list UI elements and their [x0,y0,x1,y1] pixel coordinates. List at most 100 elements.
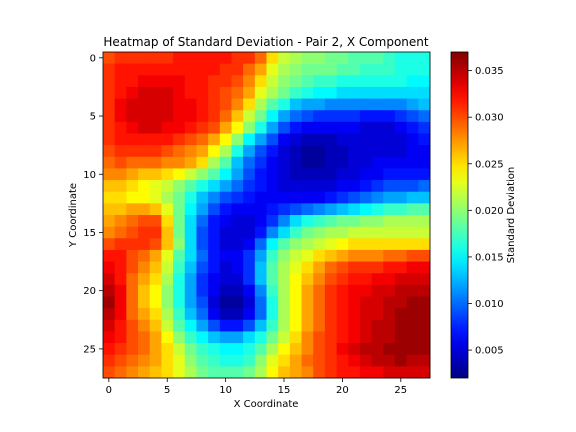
heatmap-cell [254,319,267,332]
heatmap-cell [114,343,127,356]
heatmap-cell [301,110,314,123]
heatmap-cell [336,75,349,88]
heatmap-cell [103,156,116,169]
heatmap-cell [243,284,256,297]
heatmap-cell [394,238,408,251]
heatmap-cell [254,180,267,193]
heatmap-cell [243,296,256,309]
heatmap-cell [348,284,361,297]
heatmap-cell [359,319,373,332]
heatmap-cell [208,133,221,146]
heatmap-cell [254,98,267,111]
heatmap-cell [348,331,361,344]
heatmap-cell [324,319,337,332]
heatmap-cell [219,273,232,286]
heatmap-cell [289,308,302,321]
heatmap-cell [359,75,373,88]
heatmap-cell [406,238,419,251]
heatmap-cell [289,343,302,356]
heatmap-cell [289,354,302,367]
heatmap-cell [394,75,408,88]
heatmap-cell [138,284,151,297]
heatmap-cell [219,284,232,297]
heatmap-cell [114,261,127,274]
heatmap-cell [348,145,361,158]
heatmap-cell [406,203,419,216]
heatmap-cell [184,249,197,262]
heatmap-cell [208,168,221,181]
heatmap-cell [418,180,431,193]
heatmap-cell [243,203,256,216]
heatmap-cell [219,168,232,181]
heatmap-cell [254,238,267,251]
heatmap-cell [149,249,162,262]
heatmap-cell [103,52,116,65]
heatmap-cell [394,63,408,76]
heatmap-cell [336,308,349,321]
heatmap-cell [173,86,186,99]
heatmap-cell [196,156,209,169]
heatmap-cell [126,354,139,367]
heatmap-cell [114,249,127,262]
heatmap-cell [336,110,349,123]
heatmap-cell [406,296,419,309]
heatmap-cell [114,366,127,379]
heatmap-cell [313,226,326,239]
heatmap-cell [313,180,326,193]
heatmap-cell [313,203,326,216]
heatmap-cell [208,145,221,158]
heatmap-cell [383,75,396,88]
heatmap-cell [266,261,279,274]
heatmap-cell [149,319,162,332]
heatmap-cell [114,215,127,228]
heatmap-cell [184,63,197,76]
heatmap-cell [149,238,162,251]
y-tick-label: 15 [83,228,96,239]
heatmap-cell [173,296,186,309]
heatmap-cell [208,308,221,321]
heatmap-cell [196,249,209,262]
heatmap-cell [394,98,408,111]
heatmap-cell [103,331,116,344]
y-tick-label: 25 [83,344,96,355]
heatmap-cell [324,75,337,88]
heatmap-cell [313,331,326,344]
heatmap-cell [383,319,396,332]
heatmap-cell [301,156,314,169]
heatmap-cell [231,215,244,228]
heatmap-cell [324,296,337,309]
heatmap-cell [418,110,431,123]
heatmap-cell [418,343,431,356]
heatmap-cell [266,284,279,297]
heatmap-cell [254,75,267,88]
heatmap-cell [348,249,361,262]
heatmap-cell [278,75,291,88]
heatmap-cell [184,98,197,111]
heatmap-cell [149,284,162,297]
heatmap-cell [103,308,116,321]
heatmap-cell [336,215,349,228]
heatmap-cell [418,168,431,181]
heatmap-cell [126,343,139,356]
heatmap-cell [371,261,384,274]
heatmap-cell [126,52,139,65]
heatmap-cell [173,191,186,204]
heatmap-cell [149,296,162,309]
heatmap-cell [114,308,127,321]
heatmap-cell [418,63,431,76]
heatmap-cell [324,308,337,321]
heatmap-cell [383,168,396,181]
heatmap-cell [103,319,116,332]
heatmap-cell [231,145,244,158]
colorbar-tick-label: 0.030 [475,113,504,124]
heatmap-cell [313,215,326,228]
heatmap-cell [126,249,139,262]
heatmap-cell [138,75,151,88]
heatmap-cell [336,354,349,367]
heatmap-cell [161,203,174,216]
heatmap-cell [324,226,337,239]
heatmap-cell [359,331,373,344]
heatmap-cell [103,191,116,204]
heatmap-cell [196,343,209,356]
heatmap-cell [126,133,139,146]
